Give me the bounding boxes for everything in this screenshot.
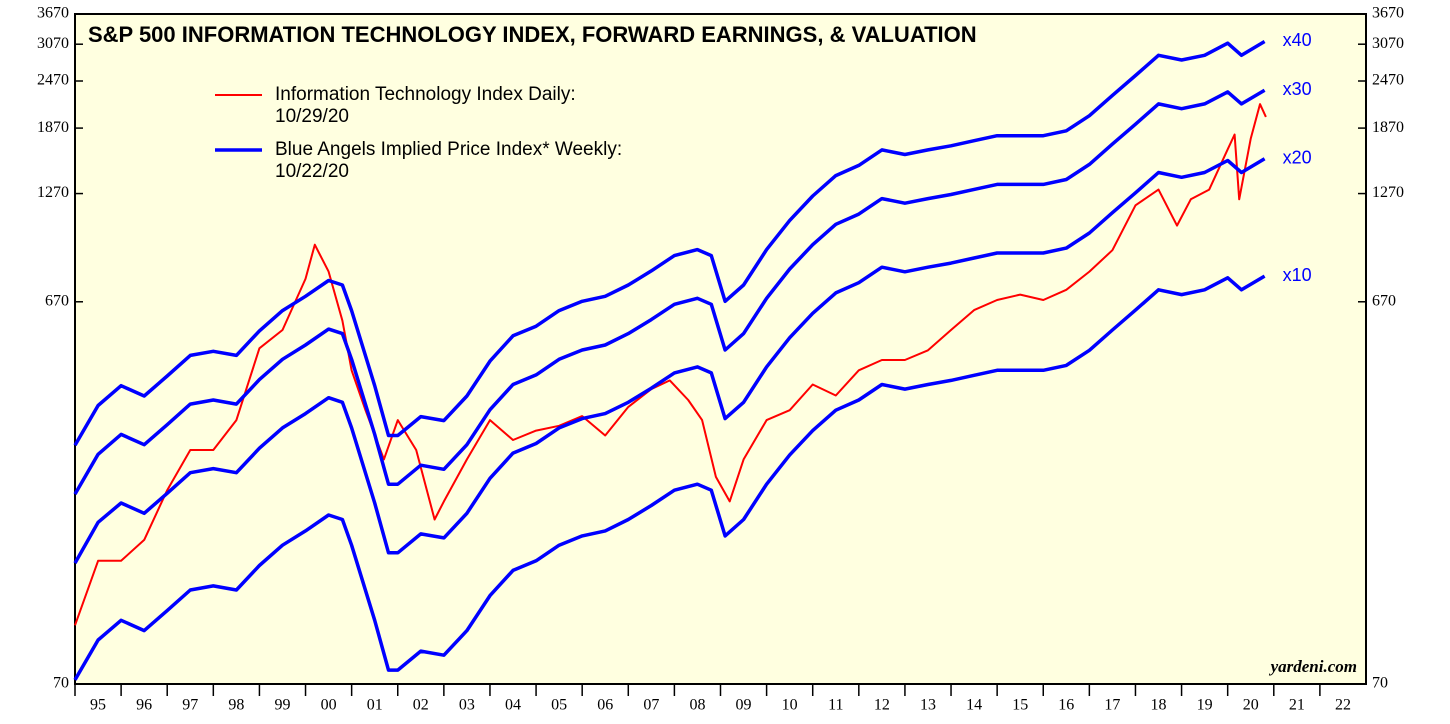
x-tick-label: 22	[1335, 697, 1351, 714]
x-tick-label: 17	[1104, 697, 1120, 714]
y2-tick-label: 70	[1372, 675, 1388, 692]
x-tick-label: 96	[136, 697, 152, 714]
series-label: x10	[1283, 265, 1312, 285]
x-tick-label: 05	[551, 697, 567, 714]
chart-title: S&P 500 INFORMATION TECHNOLOGY INDEX, FO…	[88, 22, 977, 47]
y2-tick-label: 3670	[1372, 5, 1404, 22]
legend-date: 10/22/20	[275, 161, 349, 182]
x-tick-label: 00	[321, 697, 337, 714]
y-tick-label: 70	[53, 675, 69, 692]
legend-date: 10/29/20	[275, 106, 349, 127]
series-line	[73, 88, 1266, 495]
x-tick-label: 08	[689, 697, 705, 714]
y2-tick-label: 1870	[1372, 119, 1404, 136]
source: yardeni.com	[1269, 657, 1357, 676]
x-tick-label: 19	[1197, 697, 1213, 714]
y2-tick-label: 3070	[1372, 35, 1404, 52]
x-tick-label: 99	[274, 697, 290, 714]
x-tick-label: 06	[597, 697, 613, 714]
x-tick-label: 16	[1058, 697, 1074, 714]
legend-label: Information Technology Index Daily:	[275, 84, 576, 105]
x-tick-label: 03	[459, 697, 475, 714]
x-tick-label: 13	[920, 697, 936, 714]
y2-tick-label: 670	[1372, 292, 1396, 309]
x-tick-label: 07	[643, 697, 659, 714]
x-tick-label: 20	[1243, 697, 1259, 714]
y-tick-label: 2470	[37, 72, 69, 89]
legend-label: Blue Angels Implied Price Index* Weekly:	[275, 139, 622, 160]
x-tick-label: 02	[413, 697, 429, 714]
y-tick-label: 670	[45, 292, 69, 309]
x-tick-label: 95	[90, 697, 106, 714]
series-line	[73, 274, 1266, 681]
plot-area	[74, 13, 1367, 685]
series-line	[73, 157, 1266, 564]
y2-tick-label: 1270	[1372, 184, 1404, 201]
y2-tick-label: 2470	[1372, 72, 1404, 89]
x-tick-label: 15	[1012, 697, 1028, 714]
y-tick-label: 3670	[37, 5, 69, 22]
x-tick-label: 97	[182, 697, 198, 714]
y-tick-label: 1870	[37, 119, 69, 136]
x-tick-label: 14	[966, 697, 982, 714]
series-label: x30	[1283, 79, 1312, 99]
x-tick-label: 21	[1289, 697, 1305, 714]
series-label: x20	[1283, 148, 1312, 168]
x-tick-label: 12	[874, 697, 890, 714]
series-label: x40	[1283, 30, 1312, 50]
y-tick-label: 3070	[37, 35, 69, 52]
x-tick-label: 11	[828, 697, 843, 714]
x-tick-label: 98	[228, 697, 244, 714]
x-tick-label: 09	[736, 697, 752, 714]
series-line	[74, 103, 1267, 626]
x-tick-label: 04	[505, 697, 521, 714]
y-tick-label: 1270	[37, 184, 69, 201]
x-tick-label: 18	[1151, 697, 1167, 714]
series-line	[73, 39, 1266, 447]
x-tick-label: 01	[367, 697, 383, 714]
x-tick-label: 10	[782, 697, 798, 714]
